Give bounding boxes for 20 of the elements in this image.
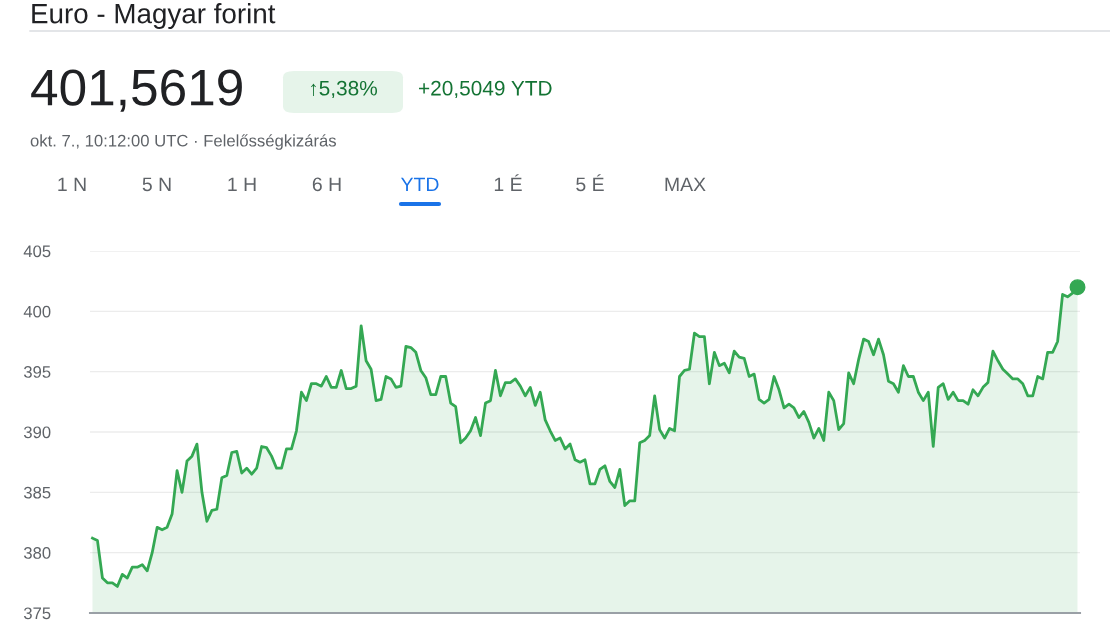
y-tick-label: 375 [23,607,51,620]
text: okt. 7., 10:12:00 UTC · Felelősségkizárás [30,134,337,150]
y-tick-label: 405 [23,245,51,258]
text: 401,5619 [31,69,242,112]
text: MAX [665,177,706,192]
text: 6 H [312,177,341,192]
y-tick-label: 380 [23,547,51,559]
text: +20,5049 YTD [419,80,552,99]
y-tick-label: 385 [23,486,51,499]
text: 1 H [228,177,256,192]
text: 5 N [142,177,171,192]
text: YTD [400,177,439,192]
y-tick-label: 390 [23,426,51,439]
text: 5 É [576,174,604,192]
text: ↑5,38% [311,80,377,99]
y-tick-label: 395 [23,366,51,378]
chart-title: Euro - Magyar forint [32,3,276,29]
text: 1 É [494,174,522,192]
y-tick-label: 400 [23,305,51,318]
text: 1 N [58,177,86,192]
